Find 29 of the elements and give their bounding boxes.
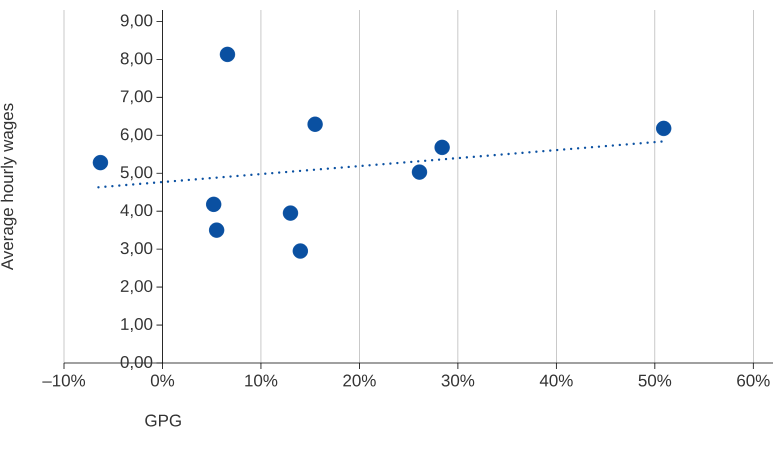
x-tick-label: 30% <box>442 374 474 387</box>
y-tick-label: 3,00 <box>120 242 152 256</box>
x-tick-label: 60% <box>737 374 770 387</box>
x-tick-label: 40% <box>540 374 573 387</box>
y-tick-label: 6,00 <box>120 128 152 142</box>
x-tick-label: –10% <box>42 374 86 387</box>
x-tick-label: 20% <box>343 374 376 387</box>
y-tick-label: 8,00 <box>120 52 152 66</box>
point <box>412 164 428 180</box>
point <box>282 205 298 221</box>
y-tick-label: 5,00 <box>120 166 152 180</box>
x-tick-label: 0% <box>150 374 174 387</box>
x-tick-label: 10% <box>245 374 278 387</box>
y-axis-title: Average hourly wages <box>0 104 17 270</box>
y-tick-label: 1,00 <box>121 318 152 332</box>
y-tick-label: 9,00 <box>120 14 152 28</box>
y-tick-label: 7,00 <box>120 90 152 104</box>
point <box>434 140 450 156</box>
y-tick-label: 2,00 <box>120 280 152 294</box>
x-tick-label: 50% <box>638 374 672 387</box>
point <box>92 154 108 170</box>
point <box>206 196 222 212</box>
x-axis-title: GPG <box>145 414 181 427</box>
point <box>292 243 308 259</box>
point <box>656 120 672 136</box>
point <box>208 222 224 238</box>
y-tick-label: 4,00 <box>120 204 152 218</box>
point <box>307 116 323 132</box>
point <box>220 46 236 62</box>
